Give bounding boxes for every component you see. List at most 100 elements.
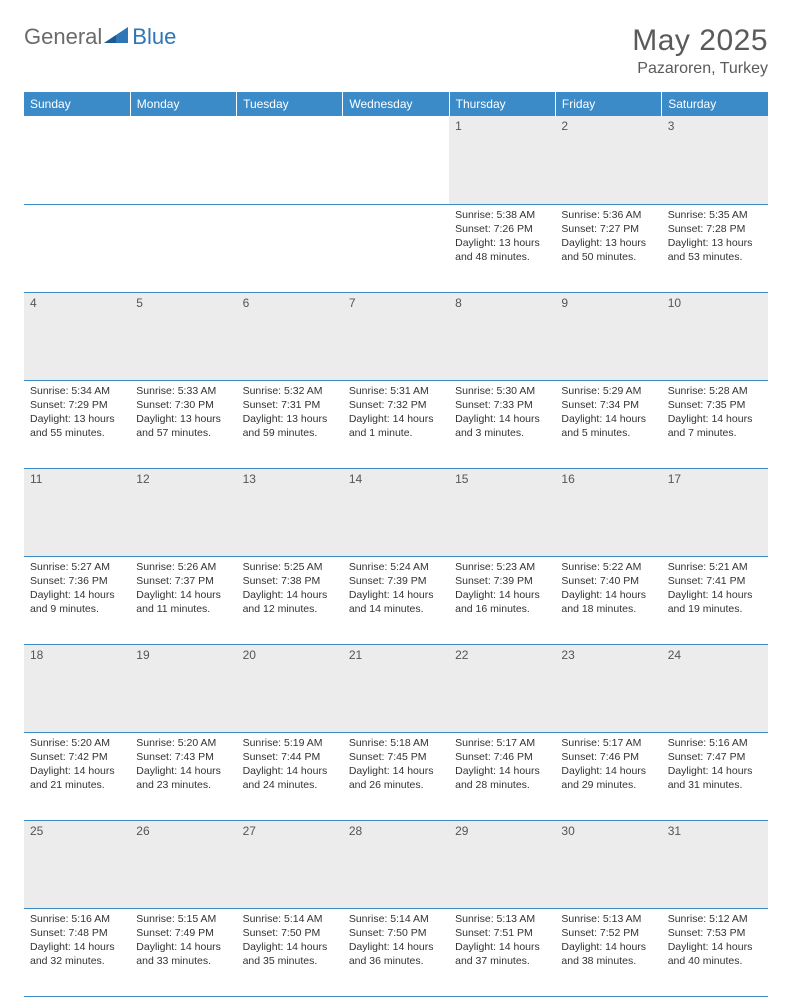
daylight-line: Daylight: 13 hours and 57 minutes. <box>136 412 230 440</box>
sunset-line: Sunset: 7:36 PM <box>30 574 124 588</box>
day-body: Sunrise: 5:21 AMSunset: 7:41 PMDaylight:… <box>668 560 762 617</box>
day-number-cell: 21 <box>343 644 449 732</box>
day-cell: Sunrise: 5:38 AMSunset: 7:26 PMDaylight:… <box>449 204 555 292</box>
day-body: Sunrise: 5:22 AMSunset: 7:40 PMDaylight:… <box>561 560 655 617</box>
day-cell: Sunrise: 5:14 AMSunset: 7:50 PMDaylight:… <box>343 908 449 996</box>
day-number-cell: 28 <box>343 820 449 908</box>
day-number-cell: 2 <box>555 116 661 204</box>
sunrise-line: Sunrise: 5:20 AM <box>136 736 230 750</box>
day-number-cell: 25 <box>24 820 130 908</box>
sunset-line: Sunset: 7:39 PM <box>349 574 443 588</box>
day-cell: Sunrise: 5:30 AMSunset: 7:33 PMDaylight:… <box>449 380 555 468</box>
day-cell: Sunrise: 5:31 AMSunset: 7:32 PMDaylight:… <box>343 380 449 468</box>
day-cell: Sunrise: 5:12 AMSunset: 7:53 PMDaylight:… <box>662 908 768 996</box>
day-number-cell: 1 <box>449 116 555 204</box>
day-number-cell <box>24 116 130 204</box>
sunrise-line: Sunrise: 5:13 AM <box>455 912 549 926</box>
sunset-line: Sunset: 7:40 PM <box>561 574 655 588</box>
day-number-cell: 18 <box>24 644 130 732</box>
day-number-cell: 24 <box>662 644 768 732</box>
sunrise-line: Sunrise: 5:38 AM <box>455 208 549 222</box>
sunrise-line: Sunrise: 5:25 AM <box>243 560 337 574</box>
sunrise-line: Sunrise: 5:18 AM <box>349 736 443 750</box>
day-number-cell: 16 <box>555 468 661 556</box>
sunrise-line: Sunrise: 5:17 AM <box>455 736 549 750</box>
daylight-line: Daylight: 13 hours and 55 minutes. <box>30 412 124 440</box>
daylight-line: Daylight: 14 hours and 36 minutes. <box>349 940 443 968</box>
sunrise-line: Sunrise: 5:17 AM <box>561 736 655 750</box>
day-number-cell: 7 <box>343 292 449 380</box>
day-number-cell <box>237 116 343 204</box>
day-cell: Sunrise: 5:23 AMSunset: 7:39 PMDaylight:… <box>449 556 555 644</box>
weekday-header: Thursday <box>449 92 555 116</box>
day-body: Sunrise: 5:13 AMSunset: 7:51 PMDaylight:… <box>455 912 549 969</box>
sunrise-line: Sunrise: 5:30 AM <box>455 384 549 398</box>
day-number-cell: 31 <box>662 820 768 908</box>
brand-part2: Blue <box>132 24 176 50</box>
day-body: Sunrise: 5:17 AMSunset: 7:46 PMDaylight:… <box>561 736 655 793</box>
sunset-line: Sunset: 7:44 PM <box>243 750 337 764</box>
sunrise-line: Sunrise: 5:29 AM <box>561 384 655 398</box>
month-title: May 2025 <box>632 24 768 58</box>
day-number-cell: 30 <box>555 820 661 908</box>
day-body: Sunrise: 5:16 AMSunset: 7:48 PMDaylight:… <box>30 912 124 969</box>
day-cell: Sunrise: 5:13 AMSunset: 7:52 PMDaylight:… <box>555 908 661 996</box>
daylight-line: Daylight: 14 hours and 31 minutes. <box>668 764 762 792</box>
day-number-cell: 6 <box>237 292 343 380</box>
day-cell: Sunrise: 5:25 AMSunset: 7:38 PMDaylight:… <box>237 556 343 644</box>
sunrise-line: Sunrise: 5:16 AM <box>668 736 762 750</box>
sunrise-line: Sunrise: 5:16 AM <box>30 912 124 926</box>
day-body: Sunrise: 5:14 AMSunset: 7:50 PMDaylight:… <box>243 912 337 969</box>
sunset-line: Sunset: 7:49 PM <box>136 926 230 940</box>
sunset-line: Sunset: 7:41 PM <box>668 574 762 588</box>
sunset-line: Sunset: 7:27 PM <box>561 222 655 236</box>
day-cell <box>130 204 236 292</box>
daylight-line: Daylight: 13 hours and 59 minutes. <box>243 412 337 440</box>
day-cell: Sunrise: 5:26 AMSunset: 7:37 PMDaylight:… <box>130 556 236 644</box>
daylight-line: Daylight: 14 hours and 24 minutes. <box>243 764 337 792</box>
daylight-line: Daylight: 14 hours and 38 minutes. <box>561 940 655 968</box>
sunset-line: Sunset: 7:43 PM <box>136 750 230 764</box>
day-cell: Sunrise: 5:20 AMSunset: 7:43 PMDaylight:… <box>130 732 236 820</box>
day-body: Sunrise: 5:28 AMSunset: 7:35 PMDaylight:… <box>668 384 762 441</box>
sunrise-line: Sunrise: 5:23 AM <box>455 560 549 574</box>
daylight-line: Daylight: 14 hours and 1 minute. <box>349 412 443 440</box>
day-body: Sunrise: 5:32 AMSunset: 7:31 PMDaylight:… <box>243 384 337 441</box>
location: Pazaroren, Turkey <box>632 60 768 78</box>
sunset-line: Sunset: 7:34 PM <box>561 398 655 412</box>
day-body: Sunrise: 5:13 AMSunset: 7:52 PMDaylight:… <box>561 912 655 969</box>
daylight-line: Daylight: 14 hours and 35 minutes. <box>243 940 337 968</box>
day-number-cell: 17 <box>662 468 768 556</box>
day-number-cell: 15 <box>449 468 555 556</box>
day-body: Sunrise: 5:25 AMSunset: 7:38 PMDaylight:… <box>243 560 337 617</box>
day-body: Sunrise: 5:26 AMSunset: 7:37 PMDaylight:… <box>136 560 230 617</box>
day-cell: Sunrise: 5:20 AMSunset: 7:42 PMDaylight:… <box>24 732 130 820</box>
weekday-header: Wednesday <box>343 92 449 116</box>
day-body: Sunrise: 5:33 AMSunset: 7:30 PMDaylight:… <box>136 384 230 441</box>
day-cell: Sunrise: 5:34 AMSunset: 7:29 PMDaylight:… <box>24 380 130 468</box>
sunrise-line: Sunrise: 5:27 AM <box>30 560 124 574</box>
sunset-line: Sunset: 7:26 PM <box>455 222 549 236</box>
day-number-cell: 4 <box>24 292 130 380</box>
title-block: May 2025 Pazaroren, Turkey <box>632 24 768 78</box>
daylight-line: Daylight: 14 hours and 5 minutes. <box>561 412 655 440</box>
day-cell: Sunrise: 5:22 AMSunset: 7:40 PMDaylight:… <box>555 556 661 644</box>
day-cell <box>237 204 343 292</box>
day-body: Sunrise: 5:30 AMSunset: 7:33 PMDaylight:… <box>455 384 549 441</box>
sunset-line: Sunset: 7:29 PM <box>30 398 124 412</box>
daylight-line: Daylight: 13 hours and 48 minutes. <box>455 236 549 264</box>
weekday-header: Monday <box>130 92 236 116</box>
day-number-cell: 5 <box>130 292 236 380</box>
day-number-cell: 19 <box>130 644 236 732</box>
day-number-cell: 10 <box>662 292 768 380</box>
sunset-line: Sunset: 7:45 PM <box>349 750 443 764</box>
sunrise-line: Sunrise: 5:28 AM <box>668 384 762 398</box>
day-cell: Sunrise: 5:29 AMSunset: 7:34 PMDaylight:… <box>555 380 661 468</box>
calendar-head: SundayMondayTuesdayWednesdayThursdayFrid… <box>24 92 768 116</box>
sunset-line: Sunset: 7:51 PM <box>455 926 549 940</box>
daylight-line: Daylight: 14 hours and 23 minutes. <box>136 764 230 792</box>
weekday-header: Tuesday <box>237 92 343 116</box>
brand-triangle-icon <box>104 25 130 50</box>
daylight-line: Daylight: 14 hours and 28 minutes. <box>455 764 549 792</box>
sunrise-line: Sunrise: 5:21 AM <box>668 560 762 574</box>
